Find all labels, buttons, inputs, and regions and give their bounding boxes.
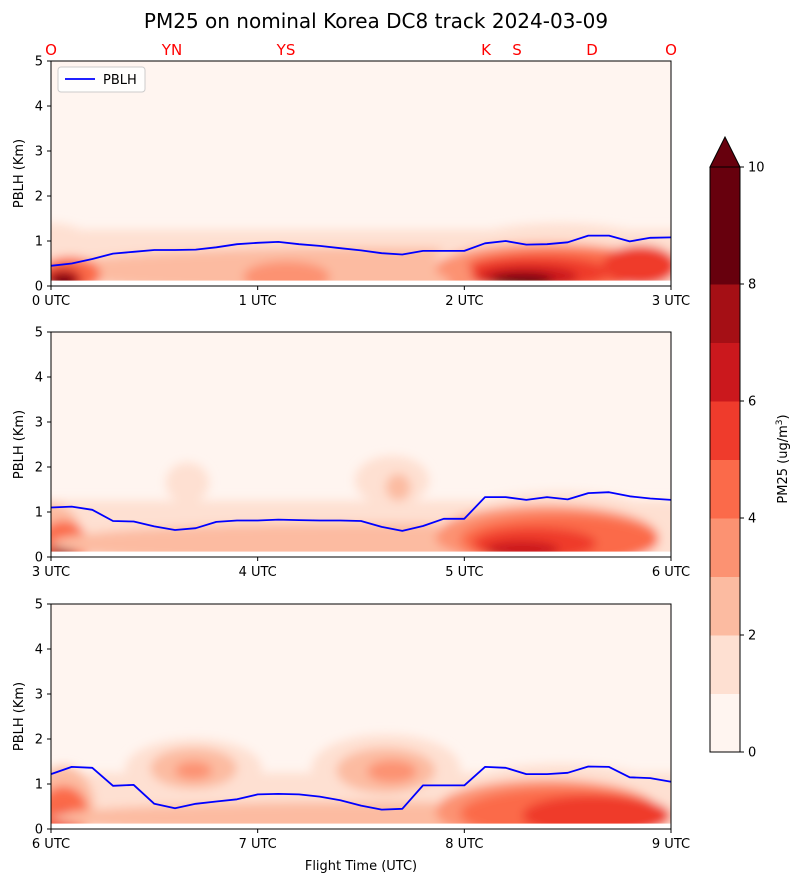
colorbar-extend-triangle: [709, 135, 741, 168]
axes-frame: [50, 603, 672, 830]
field-contour: [385, 473, 411, 501]
colorbar-label: PM25 (ug/m3): [775, 414, 791, 503]
axes-frame: [50, 60, 672, 287]
y-tick-label: 0: [35, 551, 43, 566]
y-tick-label: 3: [35, 145, 43, 160]
y-tick-label: 1: [35, 235, 43, 250]
x-tick-label: 2 UTC: [445, 294, 483, 309]
colorbar-label-superscript: 3: [775, 420, 785, 426]
waypoint-label: YS: [276, 41, 296, 59]
y-tick-label: 5: [35, 55, 43, 70]
x-tick-label: 1 UTC: [239, 294, 277, 309]
waypoint-label: D: [586, 41, 598, 59]
surface-gap: [51, 280, 671, 286]
y-tick-label: 2: [35, 190, 43, 205]
pm25-field: [51, 734, 671, 829]
x-tick-label: 0 UTC: [32, 294, 70, 309]
colorbar-segment: [710, 576, 740, 636]
y-tick-label: 3: [35, 416, 43, 431]
x-tick-label: 8 UTC: [445, 837, 483, 852]
colorbar-label-text: PM25 (ug/m: [776, 425, 791, 503]
legend-label: PBLH: [103, 73, 137, 88]
y-tick-label: 1: [35, 778, 43, 793]
waypoint-label: YN: [161, 41, 182, 59]
legend: PBLH: [57, 66, 146, 93]
plot-panel-2: 0 1 2 3 4 5 3 UTC 4 UTC 5 UTC 6 UTC PBLH (Km): [12, 326, 690, 581]
y-tick-label: 4: [35, 643, 43, 658]
x-tick-label: 6 UTC: [652, 565, 690, 580]
field-contour: [447, 261, 473, 286]
pm25-field: [51, 223, 671, 286]
colorbar-tick-label: 10: [748, 161, 765, 176]
axes-frame: [50, 331, 672, 558]
waypoint-label: K: [481, 41, 492, 59]
pblh-line: [50, 491, 672, 532]
field-contour: [522, 795, 671, 829]
y-tick-label: 0: [35, 280, 43, 295]
x-tick-label: 9 UTC: [652, 837, 690, 852]
y-tick-label: 1: [35, 506, 43, 521]
field-contour: [165, 462, 210, 503]
colorbar-segment: [710, 401, 740, 460]
surface-gap: [51, 823, 671, 829]
field-contour: [602, 245, 671, 286]
field-contour: [175, 761, 213, 780]
colorbar-tick-label: 0: [748, 746, 756, 761]
field-contour: [367, 760, 417, 783]
plot-panel-3: 0 1 2 3 4 5 6 UTC 7 UTC 8 UTC 9 UTC PBLH (Km): [12, 598, 690, 853]
pblh-line: [50, 765, 672, 811]
y-tick-label: 2: [35, 733, 43, 748]
x-tick-label: 3 UTC: [32, 565, 70, 580]
colorbar-tick-label: 2: [748, 629, 756, 644]
surface-gap: [51, 551, 671, 557]
colorbar-frame: [709, 166, 741, 753]
y-axis-label: PBLH (Km): [12, 410, 27, 479]
colorbar-tick-label: 4: [748, 512, 756, 527]
y-tick-label: 3: [35, 688, 43, 703]
x-tick-label: 7 UTC: [239, 837, 277, 852]
y-tick-label: 4: [35, 371, 43, 386]
figure-title: PM25 on nominal Korea DC8 track 2024-03-…: [144, 9, 608, 33]
y-tick-label: 5: [35, 326, 43, 341]
x-tick-label: 6 UTC: [32, 837, 70, 852]
colorbar-tick-label: 8: [748, 278, 756, 293]
waypoint-label: O: [45, 41, 57, 59]
x-tick-label: 5 UTC: [445, 565, 483, 580]
colorbar-segment: [710, 518, 740, 577]
waypoint-label: S: [512, 41, 522, 59]
colorbar: 0 2 4 6 8 10: [709, 135, 765, 761]
x-axis-label: Flight Time (UTC): [305, 859, 417, 874]
colorbar-tick-label: 6: [748, 395, 756, 410]
colorbar-segment: [710, 225, 740, 285]
legend-box: [57, 66, 146, 93]
pblh-line: [50, 234, 672, 267]
waypoint-label: O: [665, 41, 677, 59]
colorbar-segment: [710, 342, 740, 402]
field-contour: [243, 261, 330, 286]
plot-panel-1: 0 1 2 3 4 5 0 UTC 1 UTC 2 UTC 3 UTC PBLH (Km): [12, 55, 690, 310]
x-tick-label: 3 UTC: [652, 294, 690, 309]
colorbar-label-close: ): [776, 414, 791, 419]
colorbar-segment: [710, 167, 740, 226]
y-axis-label: PBLH (Km): [12, 139, 27, 208]
colorbar-segment: [710, 284, 740, 343]
y-tick-label: 2: [35, 461, 43, 476]
y-tick-label: 0: [35, 823, 43, 838]
x-tick-label: 4 UTC: [239, 565, 277, 580]
colorbar-segment: [710, 693, 740, 753]
colorbar-segment: [710, 635, 740, 694]
y-axis-label: PBLH (Km): [12, 682, 27, 751]
y-tick-label: 4: [35, 100, 43, 115]
colorbar-segment: [710, 459, 740, 519]
y-tick-label: 5: [35, 598, 43, 613]
pm25-field: [51, 455, 671, 557]
waypoint-labels: O YN YS K S D O: [45, 41, 677, 59]
